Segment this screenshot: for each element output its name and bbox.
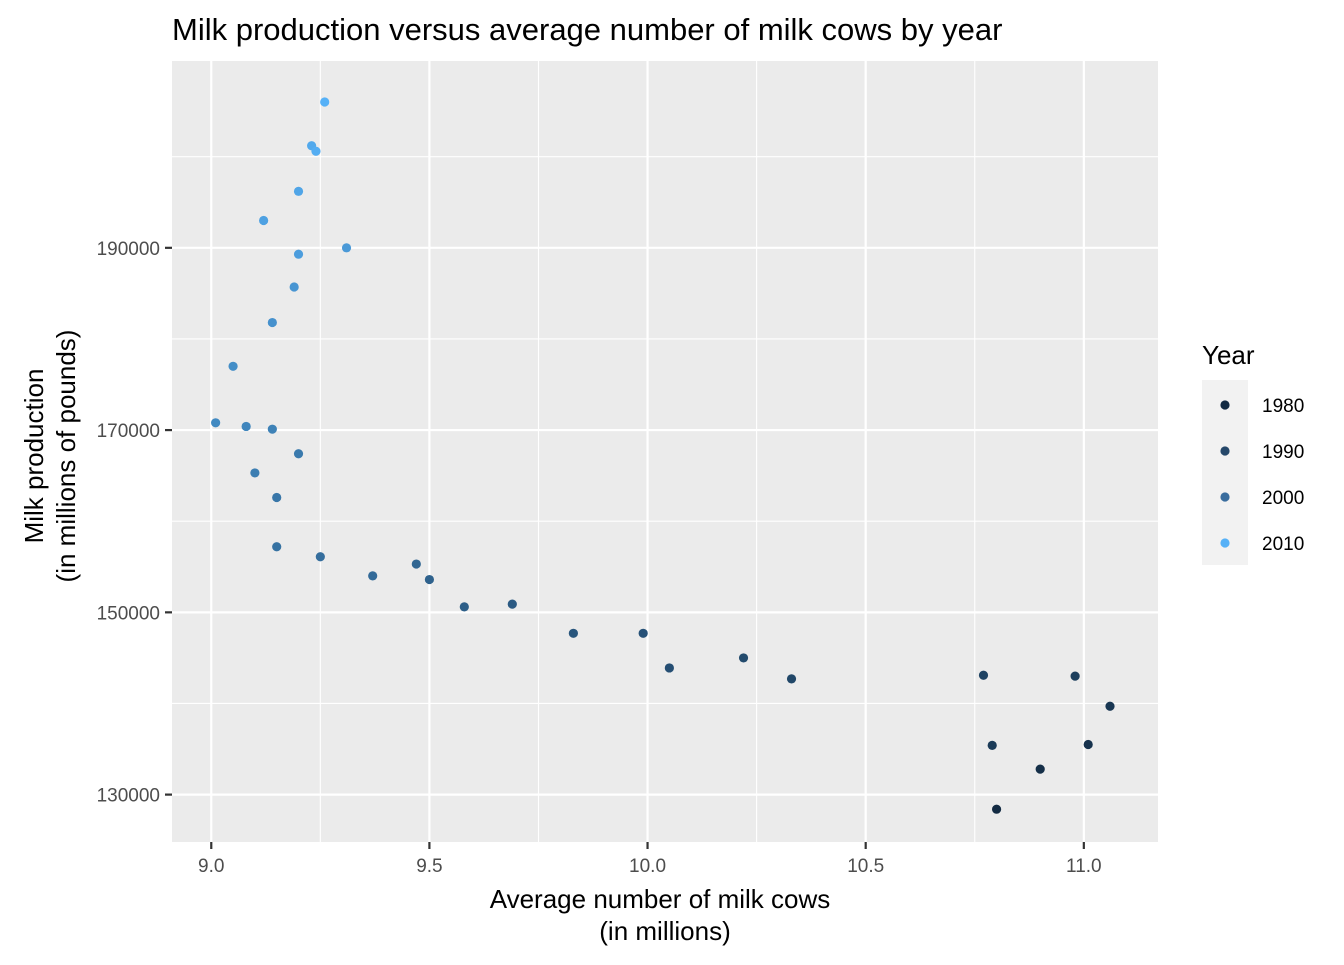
point-2010: [259, 215, 269, 226]
legend-key-2010: [1220, 538, 1230, 548]
point-2011: [293, 186, 304, 196]
y-axis-label-line2: (in millions of pounds): [51, 330, 81, 583]
y-tick-label-3: 190000: [97, 239, 160, 260]
legend-entries: 1980 1990 2000 2010: [1220, 396, 1304, 555]
point-1996: [368, 571, 378, 581]
y-tick-label-0: 130000: [97, 786, 160, 807]
chart-title: Milk production versus average number of…: [172, 12, 1002, 47]
point-1994: [424, 574, 435, 585]
x-tick-label-0: 9.0: [198, 856, 224, 877]
point-2003: [241, 421, 251, 432]
grid-major: [172, 61, 1158, 842]
point-2007: [289, 282, 299, 292]
legend-key-1980: [1220, 400, 1230, 410]
point-1989: [664, 663, 674, 673]
x-axis-label-line1: Average number of milk cows: [490, 884, 831, 914]
point-1987: [786, 674, 797, 684]
point-2002: [267, 424, 277, 434]
point-2001: [250, 468, 260, 478]
x-axis: 9.0 9.5 10.0 10.5 11.0: [198, 842, 1102, 877]
legend-label-2010: 2010: [1262, 534, 1304, 555]
point-1981: [1035, 764, 1045, 774]
point-1986: [978, 670, 989, 680]
point-1998: [272, 542, 282, 552]
y-axis-label: Milk production (in millions of pounds): [19, 330, 81, 583]
point-1990: [638, 628, 648, 638]
x-tick-label-1: 9.5: [416, 856, 442, 877]
y-tick-label-1: 150000: [97, 603, 160, 624]
point-1983: [1105, 701, 1115, 711]
x-tick-label-4: 11.0: [1066, 856, 1102, 877]
point-2009: [293, 249, 304, 259]
plot-panel: [172, 61, 1158, 842]
x-axis-label-line2: (in millions): [599, 916, 730, 946]
point-1988: [738, 653, 749, 663]
legend-label-1990: 1990: [1262, 442, 1304, 463]
legend-key-background: [1202, 380, 1248, 565]
point-2005: [228, 361, 238, 371]
point-1982: [1083, 739, 1093, 750]
point-2004: [211, 418, 221, 428]
y-axis-label-line1: Milk production: [19, 369, 49, 544]
point-1992: [507, 599, 517, 609]
point-2014: [320, 97, 330, 107]
data-points: [211, 97, 1115, 814]
legend-label-1980: 1980: [1262, 396, 1304, 417]
legend-title: Year: [1202, 340, 1255, 370]
y-tick-label-2: 170000: [97, 421, 160, 442]
point-2000: [293, 449, 304, 459]
point-1985: [1070, 671, 1080, 681]
point-1995: [411, 559, 421, 569]
point-1991: [568, 628, 578, 638]
point-1984: [987, 740, 997, 751]
legend-key-2000: [1220, 492, 1230, 502]
legend: Year 1980 1990 2000 2010: [1202, 340, 1304, 565]
grid-minor: [172, 61, 1158, 842]
x-tick-label-2: 10.0: [629, 856, 666, 877]
point-2008: [341, 243, 352, 253]
legend-key-1990: [1220, 446, 1230, 456]
legend-label-2000: 2000: [1262, 488, 1304, 509]
point-1999: [272, 492, 282, 503]
point-1993: [459, 602, 469, 612]
y-axis: 130000 150000 170000 190000: [97, 239, 172, 807]
point-1980: [991, 804, 1002, 814]
point-1997: [315, 552, 325, 562]
x-tick-label-3: 10.5: [847, 856, 884, 877]
point-2006: [267, 317, 277, 328]
point-2013: [311, 146, 321, 156]
